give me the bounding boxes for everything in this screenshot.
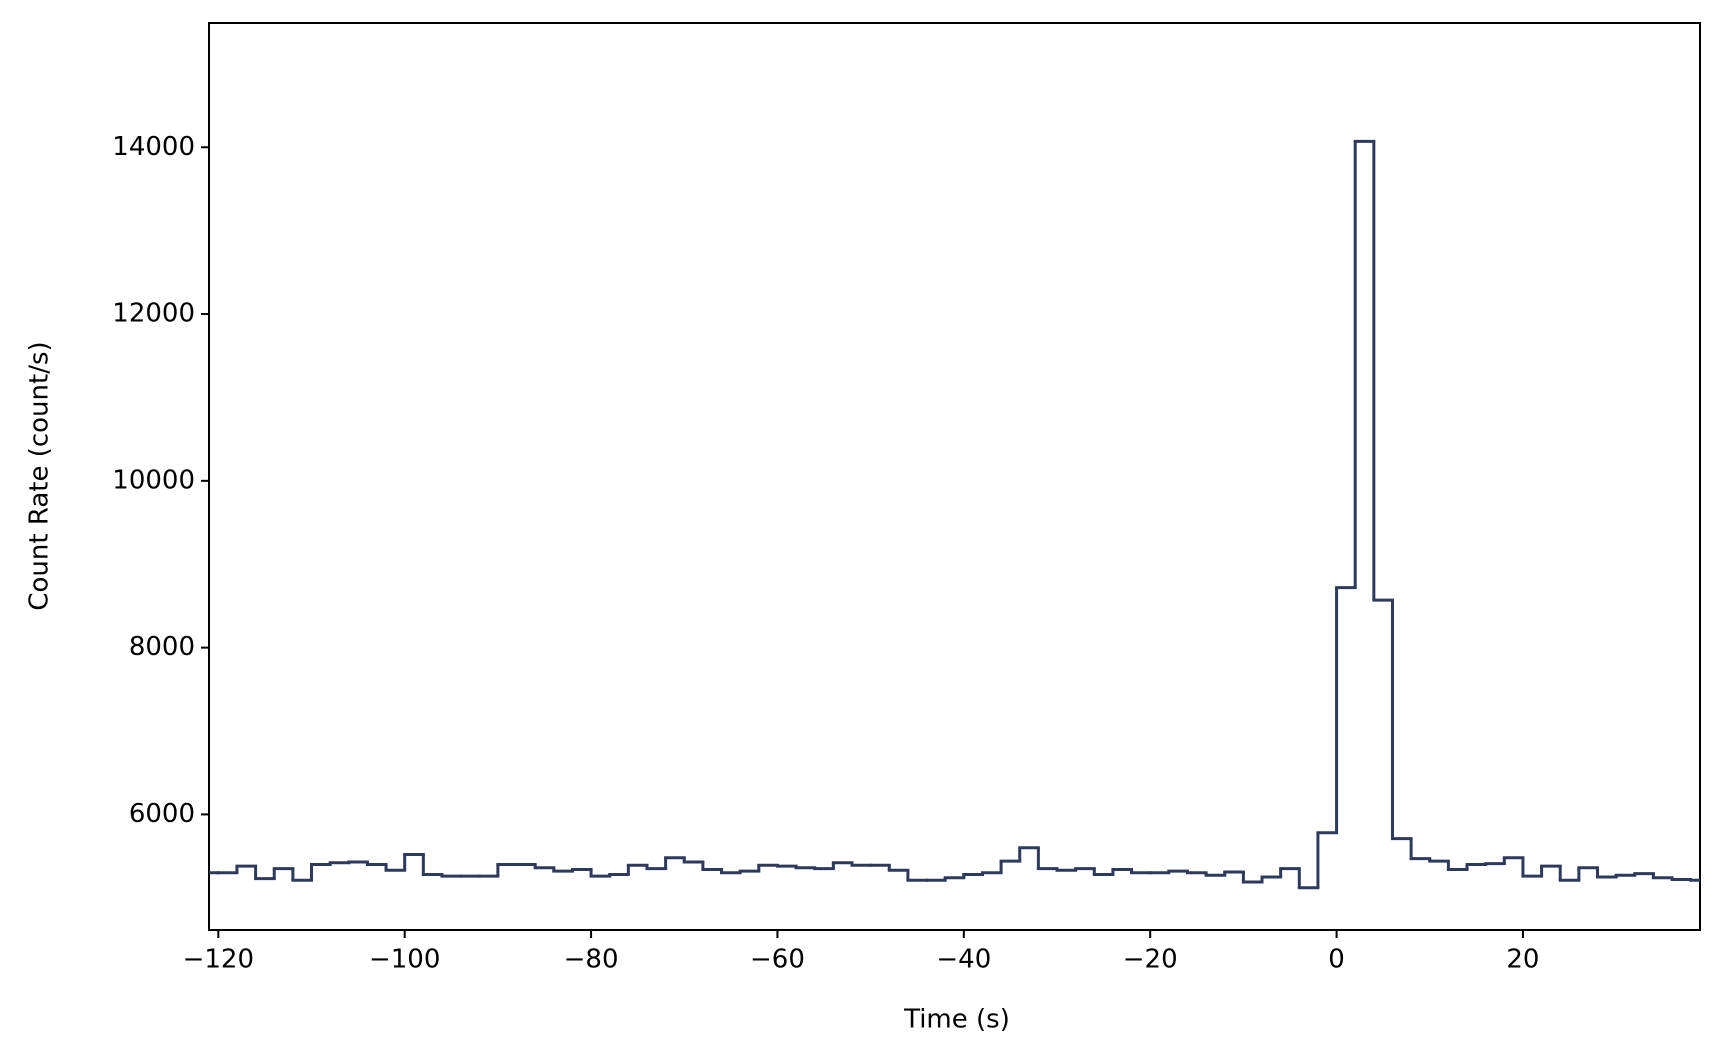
y-tick-label: 10000 <box>112 465 195 495</box>
x-tick-label: 0 <box>1328 945 1345 975</box>
x-tick-label: −60 <box>750 945 805 975</box>
x-tick-label: −40 <box>936 945 991 975</box>
x-axis-label: Time (s) <box>903 1005 1010 1035</box>
y-axis-label: Count Rate (count/s) <box>25 341 55 610</box>
x-tick-label: −120 <box>183 945 254 975</box>
x-tick-label: −80 <box>564 945 619 975</box>
y-tick-label: 6000 <box>129 799 195 829</box>
x-tick-label: −100 <box>369 945 440 975</box>
x-tick-label: 20 <box>1506 945 1539 975</box>
y-tick-label: 12000 <box>112 299 195 329</box>
y-tick-label: 8000 <box>129 632 195 662</box>
plot-area <box>209 139 1700 890</box>
x-tick-label: −20 <box>1123 945 1178 975</box>
plot-frame <box>208 22 1701 931</box>
y-tick-label: 14000 <box>112 132 195 162</box>
